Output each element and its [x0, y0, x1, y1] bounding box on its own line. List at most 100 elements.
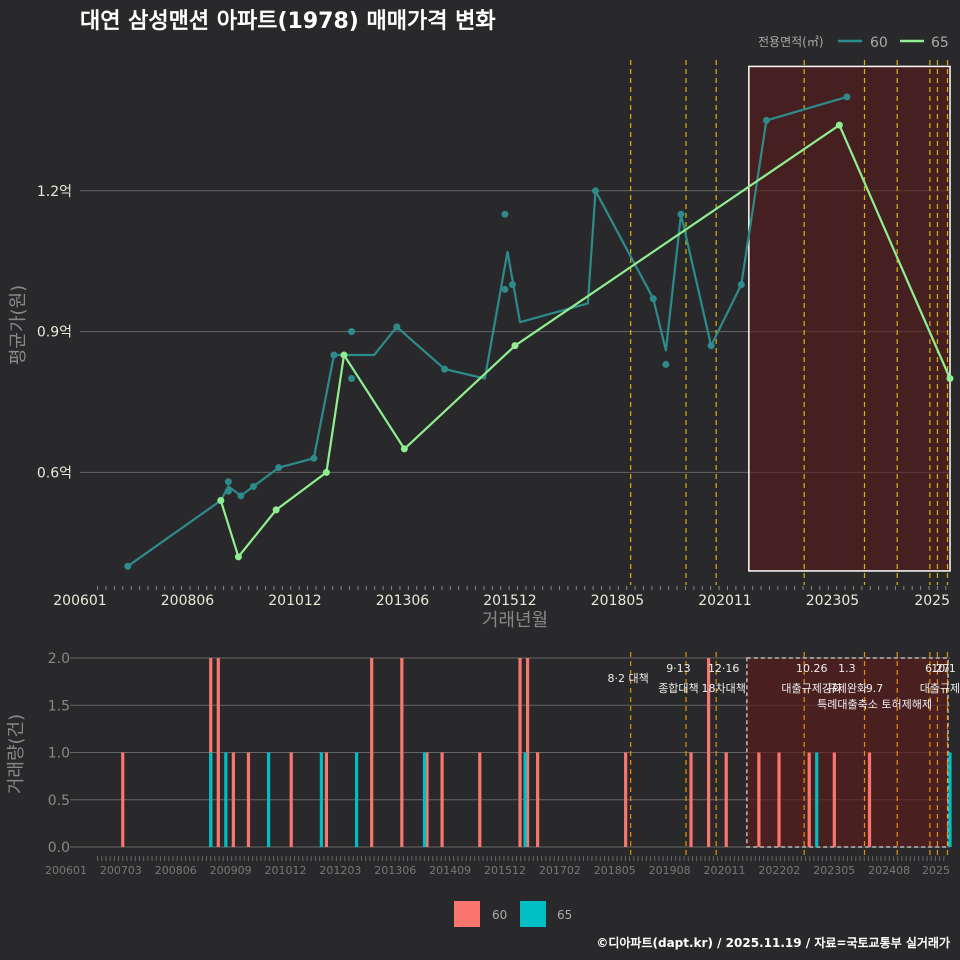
data-point-60 [843, 93, 851, 101]
volume-legend-swatch-60 [454, 901, 480, 927]
volume-bar-60 [400, 658, 404, 847]
policy-annotation: 대출규제 [920, 682, 960, 695]
volume-bar-60 [624, 752, 628, 847]
data-point-65 [272, 506, 280, 514]
x-tick-label: 202011 [698, 593, 751, 609]
y-tick-label: 0.9억 [37, 325, 72, 341]
legend-label-65: 65 [931, 35, 949, 51]
volume-x-tick-label: 201306 [374, 864, 416, 877]
volume-y-tick-label: 0.0 [48, 840, 70, 856]
legend-title: 전용면적(㎡) [758, 35, 824, 49]
data-point-60 [508, 281, 516, 289]
data-point-65 [511, 342, 519, 350]
volume-bar-60 [757, 752, 761, 847]
volume-x-tick-label: 201702 [539, 864, 581, 877]
volume-bar-60 [478, 752, 482, 847]
volume-legend-label-60: 60 [492, 908, 507, 922]
volume-bar-60 [807, 752, 811, 847]
data-point-65 [322, 468, 330, 476]
series-line-60 [127, 95, 848, 568]
volume-bar-65 [209, 752, 213, 847]
volume-y-axis-title: 거래량(건) [6, 714, 27, 794]
data-point-65 [340, 351, 348, 359]
volume-x-tick-label: 202408 [868, 864, 910, 877]
y-axis-title: 평균가(원) [8, 285, 29, 365]
volume-bar-65 [266, 752, 271, 847]
volume-x-tick-label: 200909 [210, 864, 252, 877]
volume-bar-65 [354, 752, 359, 847]
policy-annotation: 규제완화 [827, 682, 867, 695]
data-point-60 [737, 281, 745, 289]
volume-bar-60 [246, 752, 251, 847]
data-point-60 [249, 482, 257, 490]
data-point-60 [224, 478, 232, 486]
volume-y-tick-label: 1.5 [48, 698, 70, 714]
policy-annotation: 8·2 대책 [608, 672, 649, 685]
x-tick-label: 200601 [53, 593, 106, 609]
data-point-60 [441, 365, 449, 373]
volume-bar-60 [867, 752, 872, 847]
x-axis-title: 거래년월 [482, 610, 548, 631]
volume-x-tick-label: 201203 [319, 864, 361, 877]
volume-legend-label-65: 65 [557, 908, 572, 922]
volume-y-tick-label: 2.0 [48, 651, 70, 667]
volume-x-tick-label: 201512 [484, 864, 526, 877]
x-tick-label: 202305 [806, 593, 859, 609]
chart-title: 대연 삼성맨션 아파트(1978) 매매가격 변화 [80, 9, 496, 34]
volume-y-tick-label: 0.5 [48, 793, 70, 809]
volume-bar-60 [536, 752, 540, 847]
volume-bar-65 [523, 752, 527, 847]
x-tick-label: 201306 [376, 593, 430, 609]
volume-bar-65 [815, 752, 819, 847]
volume-bar-60 [777, 752, 781, 847]
data-point-60 [330, 351, 338, 359]
volume-bar-65 [948, 752, 952, 847]
data-point-65 [946, 375, 954, 383]
volume-bar-60 [231, 752, 235, 847]
legend: 전용면적(㎡) 60 65 [758, 35, 949, 51]
x-tick-label: 201012 [268, 593, 321, 609]
data-point-60 [275, 464, 283, 472]
data-point-65 [400, 445, 408, 453]
policy-annotation: 18차대책 [702, 682, 746, 695]
price-panel: 0.6억 0.9억 1.2억 200601 200806 201012 201306 201… [37, 60, 954, 609]
policy-annotation: 6.27 [925, 662, 950, 675]
data-point-60 [649, 295, 657, 303]
volume-bar-60 [689, 752, 693, 847]
volume-x-tick-label: 2025 [922, 864, 950, 877]
volume-x-tick-label: 201805 [594, 864, 636, 877]
policy-annotation: 12·16 [708, 662, 740, 675]
volume-bar-65 [422, 752, 427, 847]
volume-x-tick-label: 202202 [758, 864, 800, 877]
volume-bar-60 [370, 658, 374, 847]
volume-x-tick-label: 201908 [649, 864, 691, 877]
x-tick-label: 201512 [483, 593, 536, 609]
legend-label-60: 60 [870, 35, 888, 51]
policy-annotation: 10.1 [931, 662, 956, 675]
policy-annotation: 특례대출축소 토허제해제 [817, 697, 932, 711]
y-tick-label: 1.2억 [37, 184, 72, 200]
volume-y-tick-label: 1.0 [48, 746, 70, 762]
volume-bar-60 [324, 752, 329, 847]
volume-x-tick-label: 200601 [45, 864, 87, 877]
volume-x-tick-label: 201409 [429, 864, 471, 877]
volume-x-tick-label: 202011 [704, 864, 746, 877]
volume-bar-65 [319, 752, 323, 847]
volume-x-tick-label: 200806 [155, 864, 197, 877]
data-point-60 [762, 116, 770, 124]
data-point-60 [662, 360, 670, 368]
data-point-60 [591, 187, 599, 195]
volume-x-tick-label: 200703 [100, 864, 142, 877]
policy-annotation: 종합대책 [658, 682, 698, 695]
volume-bar-60 [425, 752, 429, 847]
volume-bar-60 [832, 752, 836, 847]
data-point-60 [348, 328, 356, 336]
data-point-60 [348, 375, 356, 383]
volume-bar-60 [525, 658, 530, 847]
volume-bar-60 [440, 752, 444, 847]
data-point-60 [501, 210, 509, 218]
volume-bar-60 [724, 752, 728, 847]
data-point-60 [124, 562, 132, 570]
volume-bar-65 [224, 752, 228, 847]
